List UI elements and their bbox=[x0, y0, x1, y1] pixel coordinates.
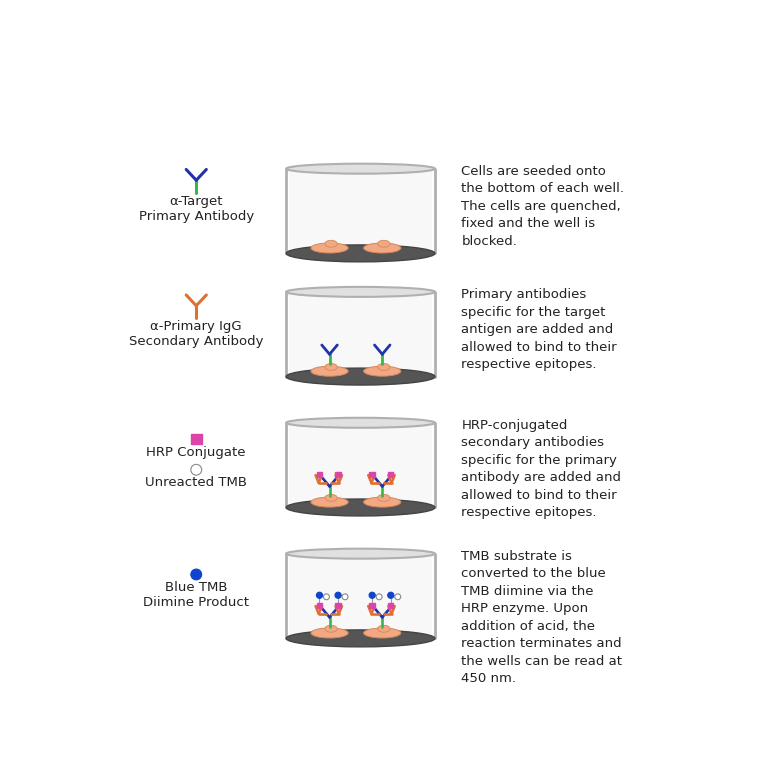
Text: α-Primary IgG
Secondary Antibody: α-Primary IgG Secondary Antibody bbox=[129, 320, 264, 348]
Ellipse shape bbox=[311, 366, 348, 376]
FancyBboxPatch shape bbox=[335, 471, 341, 477]
Ellipse shape bbox=[286, 163, 435, 173]
Ellipse shape bbox=[377, 494, 390, 501]
Polygon shape bbox=[290, 554, 432, 639]
Ellipse shape bbox=[311, 243, 348, 253]
FancyBboxPatch shape bbox=[388, 603, 393, 608]
Ellipse shape bbox=[286, 630, 435, 647]
Polygon shape bbox=[290, 169, 432, 254]
Text: α-Target
Primary Antibody: α-Target Primary Antibody bbox=[138, 195, 254, 223]
Ellipse shape bbox=[364, 497, 401, 507]
Text: Primary antibodies
specific for the target
antigen are added and
allowed to bind: Primary antibodies specific for the targ… bbox=[461, 288, 617, 371]
FancyBboxPatch shape bbox=[317, 603, 322, 608]
Ellipse shape bbox=[335, 592, 342, 598]
Ellipse shape bbox=[342, 594, 348, 600]
Text: HRP-conjugated
secondary antibodies
specific for the primary
antibody are added : HRP-conjugated secondary antibodies spec… bbox=[461, 419, 621, 520]
FancyBboxPatch shape bbox=[335, 603, 341, 608]
Ellipse shape bbox=[387, 592, 394, 598]
FancyBboxPatch shape bbox=[370, 603, 375, 608]
Ellipse shape bbox=[325, 625, 337, 633]
Text: Cells are seeded onto
the bottom of each well.
The cells are quenched,
fixed and: Cells are seeded onto the bottom of each… bbox=[461, 165, 624, 248]
Ellipse shape bbox=[377, 241, 390, 248]
Ellipse shape bbox=[311, 628, 348, 638]
FancyBboxPatch shape bbox=[370, 471, 375, 477]
Text: Unreacted TMB: Unreacted TMB bbox=[145, 476, 248, 489]
Ellipse shape bbox=[377, 364, 390, 371]
Text: HRP Conjugate: HRP Conjugate bbox=[147, 446, 246, 459]
FancyBboxPatch shape bbox=[388, 471, 393, 477]
Ellipse shape bbox=[377, 625, 390, 633]
Ellipse shape bbox=[395, 594, 400, 600]
Ellipse shape bbox=[325, 241, 337, 248]
Text: TMB substrate is
converted to the blue
TMB diimine via the
HRP enzyme. Upon
addi: TMB substrate is converted to the blue T… bbox=[461, 550, 623, 685]
Ellipse shape bbox=[364, 628, 401, 638]
Ellipse shape bbox=[311, 497, 348, 507]
FancyBboxPatch shape bbox=[317, 471, 322, 477]
Ellipse shape bbox=[369, 592, 375, 598]
Polygon shape bbox=[290, 292, 432, 377]
Ellipse shape bbox=[364, 243, 401, 253]
Ellipse shape bbox=[325, 364, 337, 371]
Ellipse shape bbox=[286, 286, 435, 297]
Ellipse shape bbox=[286, 499, 435, 516]
Ellipse shape bbox=[316, 592, 322, 598]
Text: Blue TMB
Diimine Product: Blue TMB Diimine Product bbox=[144, 581, 249, 610]
Ellipse shape bbox=[325, 494, 337, 501]
Ellipse shape bbox=[364, 366, 401, 376]
Ellipse shape bbox=[286, 368, 435, 385]
Ellipse shape bbox=[286, 549, 435, 558]
Ellipse shape bbox=[191, 465, 202, 475]
Ellipse shape bbox=[191, 569, 202, 580]
Polygon shape bbox=[290, 422, 432, 507]
Ellipse shape bbox=[376, 594, 382, 600]
Ellipse shape bbox=[286, 245, 435, 262]
Ellipse shape bbox=[323, 594, 329, 600]
FancyBboxPatch shape bbox=[191, 433, 202, 445]
Ellipse shape bbox=[286, 418, 435, 428]
